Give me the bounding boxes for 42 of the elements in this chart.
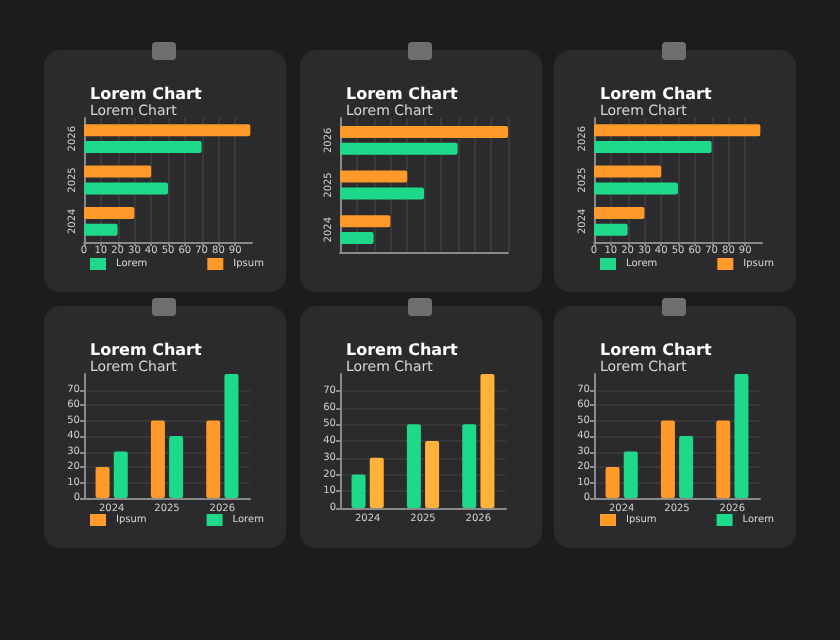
bar [84, 124, 251, 137]
bar [84, 182, 168, 195]
bar [623, 451, 638, 498]
bar [594, 182, 678, 195]
chart-title: Lorem Chart [346, 341, 458, 359]
bar [169, 436, 184, 498]
chart-title: Lorem Chart [90, 85, 202, 103]
bar [462, 424, 477, 508]
bar [84, 165, 152, 178]
bar [206, 420, 221, 498]
bar [340, 125, 508, 138]
chart-title: Lorem Chart [600, 341, 712, 359]
bar [340, 142, 458, 155]
bar [340, 187, 424, 200]
bar [406, 424, 421, 508]
bar [95, 467, 110, 498]
bar [351, 474, 366, 508]
bar [340, 170, 408, 183]
bar [660, 420, 675, 498]
bar [150, 420, 165, 498]
bar [594, 206, 645, 219]
bar [224, 374, 239, 498]
bar [84, 141, 202, 154]
chart-title: Lorem Chart [90, 341, 202, 359]
bar [84, 206, 135, 219]
bar [84, 223, 118, 236]
bar [340, 232, 374, 245]
bar [480, 374, 495, 508]
bar [594, 141, 712, 154]
bar [340, 215, 391, 228]
bar [594, 223, 628, 236]
bar [594, 124, 761, 137]
bar [679, 436, 694, 498]
chart-title: Lorem Chart [346, 85, 458, 103]
bar [113, 451, 128, 498]
bar [605, 467, 620, 498]
bar [716, 420, 731, 498]
bar [369, 457, 384, 508]
bar [425, 441, 440, 508]
bar [594, 165, 662, 178]
bar [734, 374, 749, 498]
chart-title: Lorem Chart [600, 85, 712, 103]
